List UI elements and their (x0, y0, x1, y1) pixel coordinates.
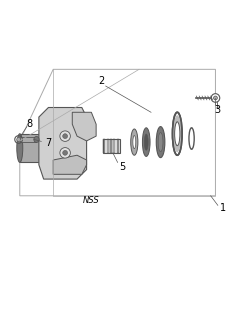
Ellipse shape (133, 136, 136, 149)
Text: 3: 3 (215, 105, 221, 115)
Ellipse shape (50, 134, 57, 162)
Circle shape (60, 148, 70, 158)
Ellipse shape (17, 134, 23, 162)
Bar (117, 139, 119, 153)
Ellipse shape (156, 127, 165, 158)
Bar (103, 139, 120, 153)
Ellipse shape (144, 134, 148, 150)
Circle shape (17, 138, 20, 141)
Circle shape (60, 131, 70, 141)
Circle shape (63, 134, 67, 139)
Ellipse shape (190, 134, 193, 143)
Ellipse shape (131, 129, 138, 155)
Text: 2: 2 (98, 76, 104, 86)
Bar (110, 139, 112, 153)
Text: 7: 7 (45, 138, 52, 148)
Text: 8: 8 (26, 119, 32, 129)
Circle shape (211, 94, 220, 102)
Ellipse shape (173, 115, 181, 152)
Bar (20, 134, 53, 162)
Bar (20, 137, 36, 142)
Polygon shape (39, 108, 87, 179)
Text: 5: 5 (119, 162, 126, 172)
Text: NSS: NSS (83, 196, 100, 205)
Ellipse shape (158, 132, 163, 152)
Polygon shape (53, 155, 87, 174)
Ellipse shape (142, 128, 150, 156)
Circle shape (214, 96, 217, 100)
Bar (113, 139, 115, 153)
Circle shape (63, 150, 67, 155)
Text: 1: 1 (220, 203, 226, 213)
Ellipse shape (34, 137, 39, 142)
Bar (107, 139, 108, 153)
Ellipse shape (175, 122, 180, 146)
Bar (103, 139, 105, 153)
Polygon shape (72, 112, 96, 141)
